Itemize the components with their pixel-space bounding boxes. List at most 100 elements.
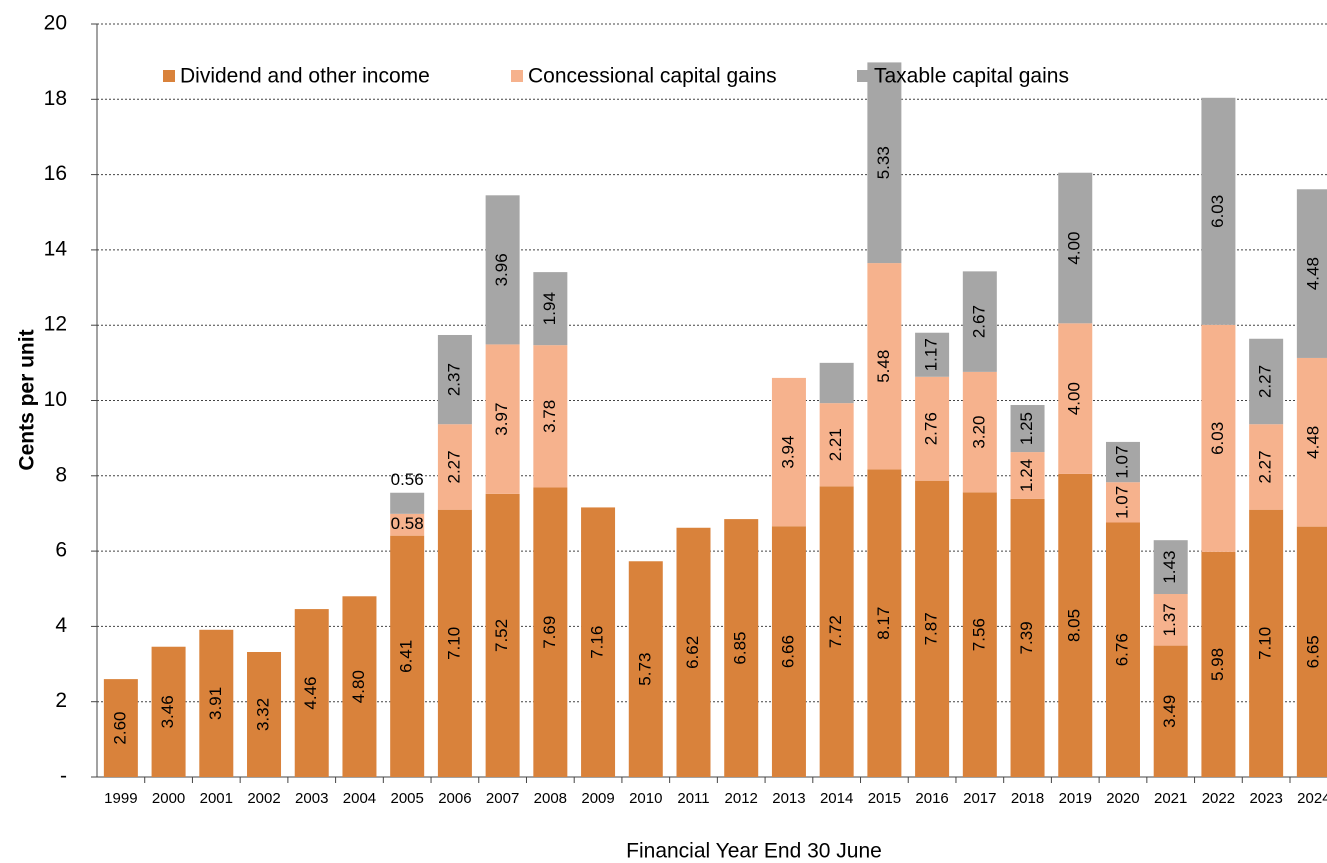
data-label: 1.07 (1112, 486, 1131, 519)
data-label: 8.05 (1065, 609, 1084, 642)
x-tick-label: 2002 (247, 790, 280, 807)
data-label: 6.03 (1208, 422, 1227, 455)
data-label: 6.85 (731, 632, 750, 665)
x-tick-label: 2023 (1249, 790, 1282, 807)
bar-segment (1296, 526, 1327, 777)
data-label: 3.49 (1160, 695, 1179, 728)
x-axis-title: Financial Year End 30 June (626, 840, 882, 863)
x-tick-label: 2011 (677, 790, 709, 807)
bar-segment (390, 492, 425, 514)
x-tick-label: 2016 (915, 790, 948, 807)
data-label: 4.48 (1303, 257, 1322, 290)
bar-segment (1153, 540, 1188, 595)
x-tick-label: 2005 (390, 790, 423, 807)
data-label: 0.56 (391, 470, 424, 489)
data-label: 6.03 (1208, 195, 1227, 228)
bar-segment (771, 526, 806, 777)
bar-segment (1153, 594, 1188, 646)
x-tick-label: 2015 (868, 790, 901, 807)
bar-segment (294, 609, 329, 777)
bar-segment (342, 596, 377, 777)
data-label: 3.78 (540, 400, 559, 433)
bar-segment (628, 561, 663, 777)
legend-swatch (857, 70, 869, 82)
data-label: 3.96 (492, 253, 511, 286)
data-label: 6.76 (1112, 633, 1131, 666)
bar-segment (1201, 551, 1236, 777)
data-label: 1.24 (1017, 459, 1036, 492)
data-label: 1.94 (540, 292, 559, 325)
bar-segment (390, 535, 425, 777)
bar-segment (1010, 452, 1045, 499)
data-label: 1.25 (1017, 412, 1036, 445)
bar-segment (1201, 97, 1236, 325)
data-label: 6.65 (1303, 635, 1322, 668)
data-label: 5.33 (874, 146, 893, 179)
bar-segment (247, 652, 282, 777)
legend-label: Dividend and other income (180, 65, 430, 88)
data-label: 6.62 (683, 636, 702, 669)
bar-segment (915, 332, 950, 377)
y-tick-label: 16 (44, 162, 67, 185)
y-tick-label: 12 (44, 313, 67, 336)
x-tick-label: 2006 (438, 790, 471, 807)
data-label: 7.69 (540, 616, 559, 649)
data-label: 2.60 (110, 712, 129, 745)
bar-segment (533, 272, 568, 346)
data-label: 6.66 (778, 635, 797, 668)
data-label: 5.48 (874, 350, 893, 383)
bar-segment (724, 519, 759, 777)
y-tick-label: - (60, 765, 67, 788)
bar-segment (437, 334, 472, 425)
data-label: 7.39 (1017, 621, 1036, 654)
data-label: 7.16 (588, 626, 607, 659)
bar-segment (1105, 522, 1140, 777)
y-tick-label: 14 (44, 237, 68, 260)
data-label: 2.27 (444, 450, 463, 483)
x-tick-label: 2001 (200, 790, 233, 807)
data-label: 3.46 (158, 695, 177, 728)
data-label: 3.97 (492, 403, 511, 436)
bar-segment (771, 377, 806, 527)
bar-segment (1249, 424, 1284, 510)
y-tick-label: 20 (44, 12, 67, 35)
data-label: 4.48 (1303, 426, 1322, 459)
data-label: 4.46 (301, 676, 320, 709)
x-tick-label: 1999 (104, 790, 137, 807)
bar-segment (485, 195, 520, 345)
x-tick-label: 2018 (1011, 790, 1044, 807)
x-tick-label: 2000 (152, 790, 185, 807)
data-label: 7.52 (492, 619, 511, 652)
data-label: 2.67 (969, 305, 988, 338)
data-label: 7.10 (1256, 627, 1275, 660)
bar-segment (915, 376, 950, 481)
data-label: 7.72 (826, 615, 845, 648)
bar-segment (867, 469, 902, 777)
data-label: 2.21 (826, 428, 845, 461)
bar-segment (533, 345, 568, 488)
bar-segment (581, 507, 616, 777)
bar-segment (437, 424, 472, 510)
bar-segment (1058, 323, 1093, 474)
bar-segment (1249, 509, 1284, 777)
bar-segment (819, 486, 854, 777)
bar-segment (1105, 441, 1140, 483)
bar-segment (485, 493, 520, 777)
data-label: 1.37 (1160, 603, 1179, 636)
data-label: 5.73 (635, 653, 654, 686)
x-tick-label: 2022 (1202, 790, 1235, 807)
x-tick-label: 2010 (629, 790, 662, 807)
x-tick-label: 2021 (1154, 790, 1187, 807)
data-label: 4.00 (1065, 231, 1084, 264)
data-label: 3.32 (254, 698, 273, 731)
bar-segment (390, 513, 425, 536)
bar-segment (1296, 357, 1327, 527)
bar-segment (1153, 645, 1188, 777)
x-tick-label: 2020 (1106, 790, 1139, 807)
y-tick-label: 18 (44, 87, 67, 110)
legend-label: Concessional capital gains (528, 65, 777, 88)
y-axis-title: Cents per unit (16, 329, 39, 470)
bar-segment (485, 344, 520, 494)
bar-segment (1296, 189, 1327, 358)
